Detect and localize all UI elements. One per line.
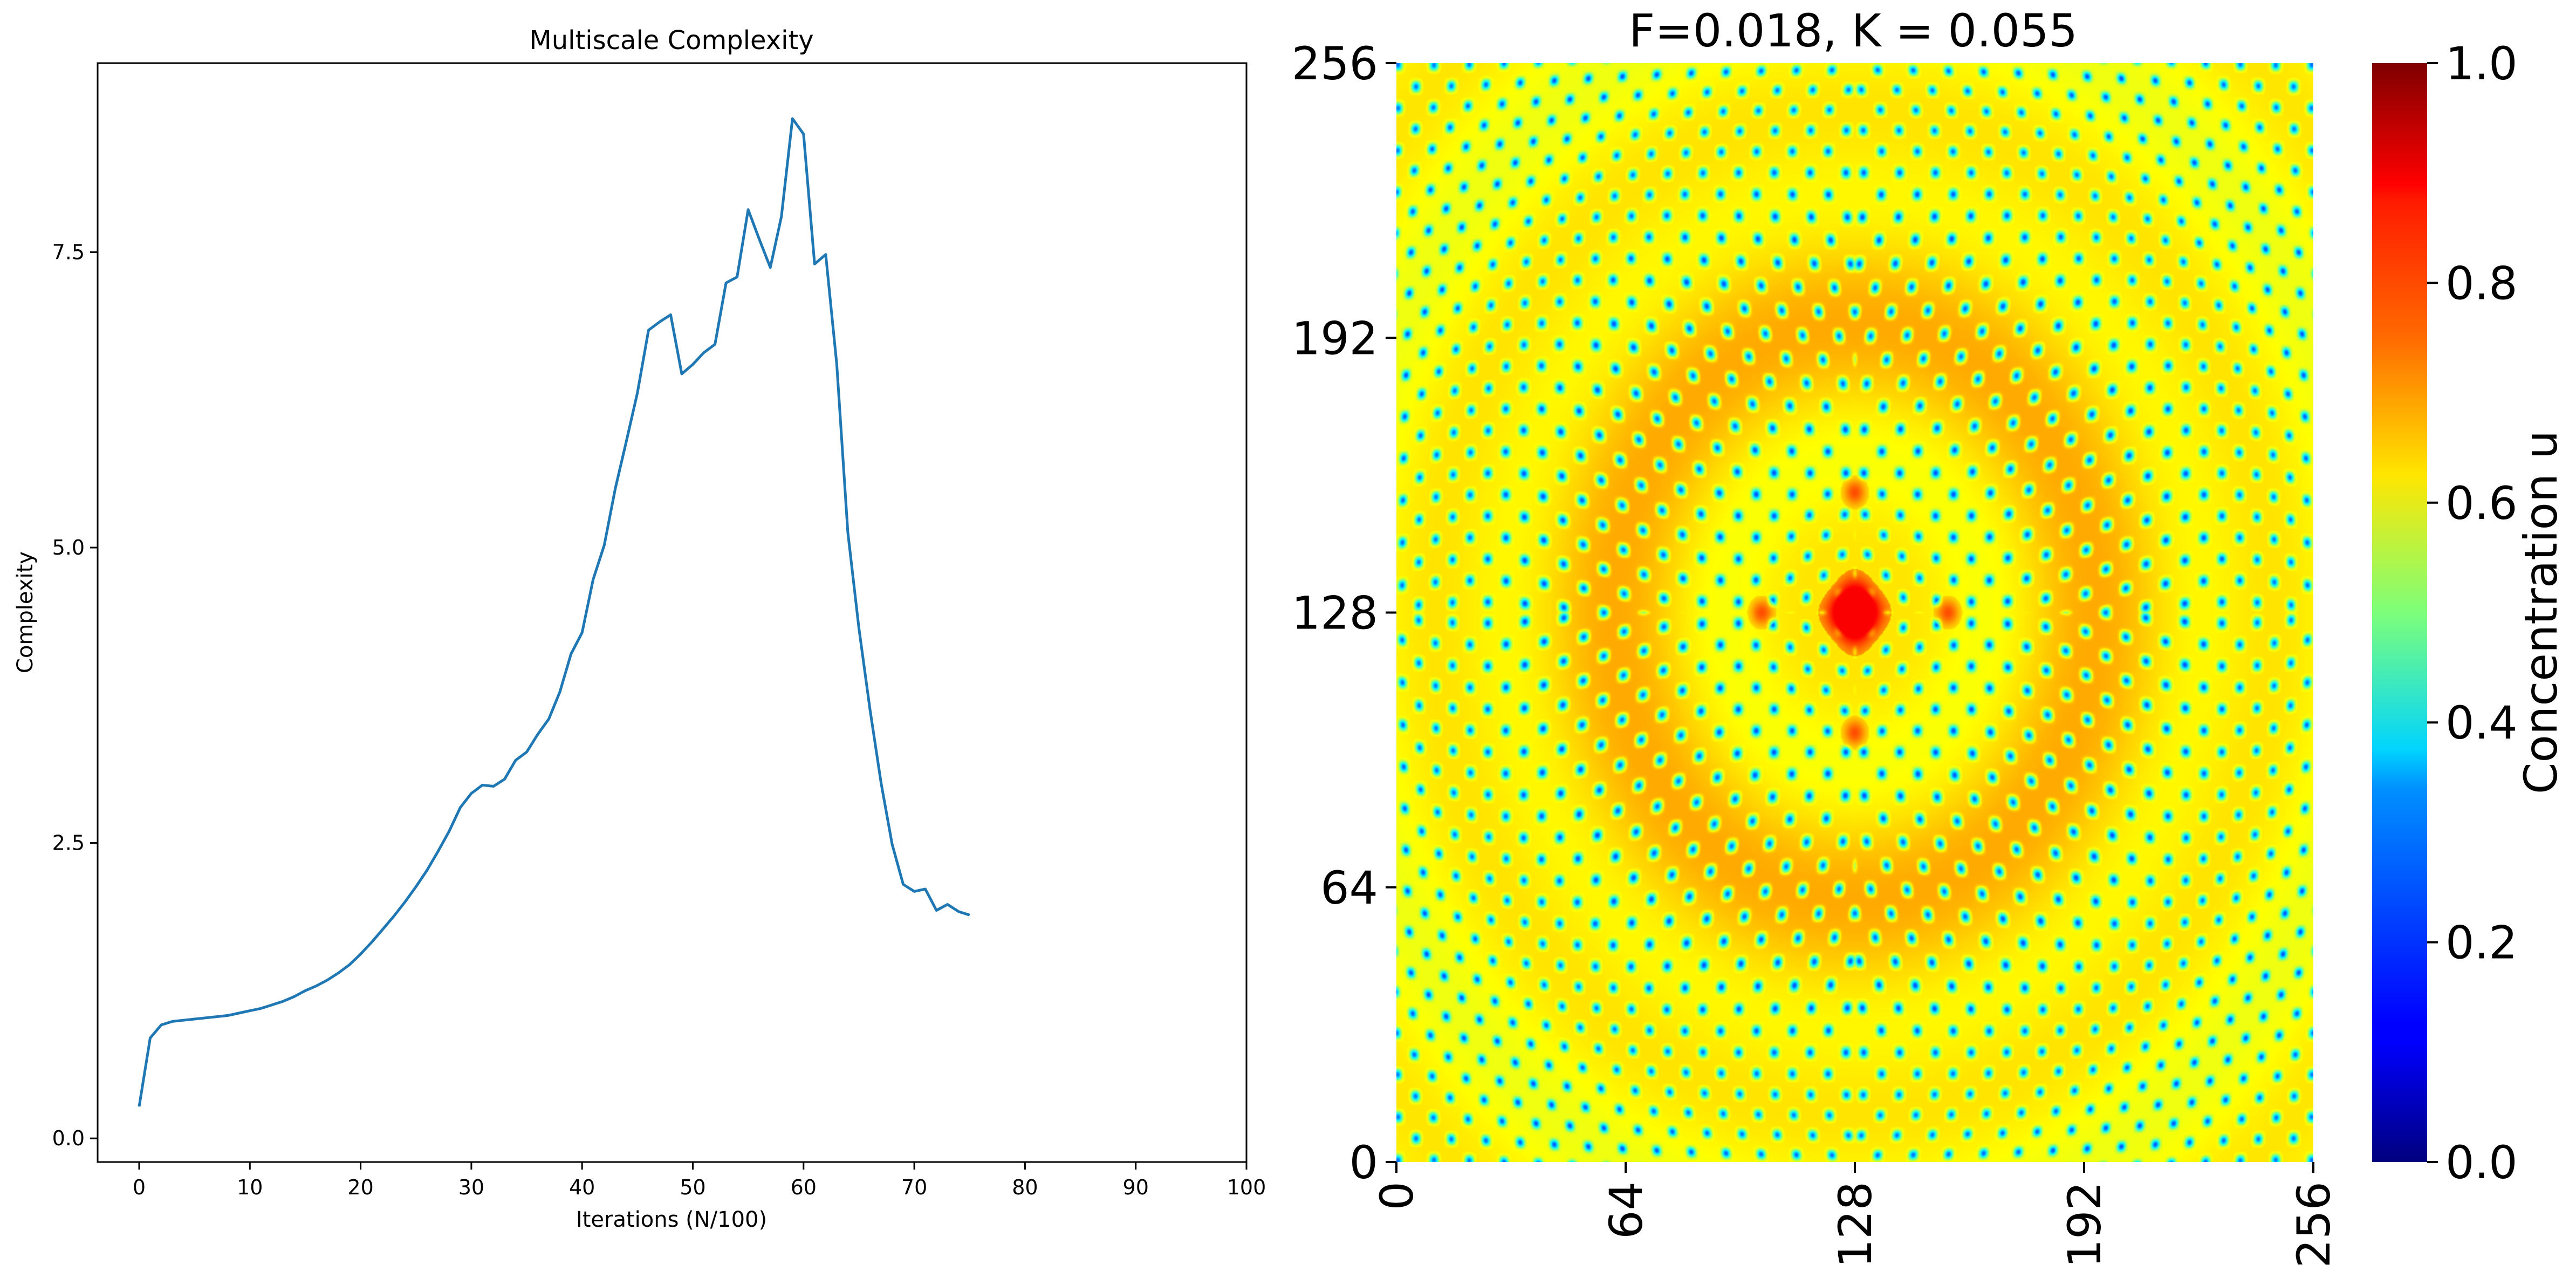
line-chart-x-axis-label: Iterations (N/100) [576,1207,767,1232]
heatmap-x-ticks: 0 64 128 192 256 [1371,1162,2340,1268]
heatmap-y-ticks: 0 64 128 192 256 [1292,37,1396,1189]
concentration-heatmap: F=0.018, K = 0.055 0 64 128 192 256 0 64 128 19… [1292,4,2340,1268]
y-tick-label: 7.5 [52,240,85,264]
line-chart-y-ticks: 0.0 2.5 5.0 7.5 [52,240,98,1150]
x-tick-label: 70 [901,1176,927,1199]
colorbar-gradient [2372,63,2427,1162]
complexity-series-line [138,117,970,1107]
heatmap-y-tick-label: 64 [1320,862,1378,914]
heatmap-x-tick-label: 192 [2058,1181,2111,1268]
complexity-line-chart: Multiscale Complexity 0 10 20 30 40 50 60 70 80 9… [13,25,1266,1232]
heatmap-x-tick-label: 64 [1600,1181,1653,1239]
line-chart-plot-frame [97,62,1248,1163]
heatmap-y-tick-label: 192 [1292,312,1378,365]
heatmap-y-tick-label: 128 [1292,587,1378,640]
heatmap-title: F=0.018, K = 0.055 [1629,4,2078,57]
colorbar-tick-label: 1.0 [2445,37,2518,90]
x-tick-label: 80 [1012,1176,1038,1199]
colorbar-label: Concentration u [2515,430,2567,794]
x-tick-label: 10 [237,1176,263,1199]
heatmap-x-tick-label: 128 [1829,1181,1882,1268]
y-tick-label: 5.0 [52,536,85,559]
heatmap-y-tick-label: 0 [1349,1136,1378,1189]
line-chart-title: Multiscale Complexity [529,25,813,56]
colorbar-tick-label: 0.8 [2445,257,2518,310]
colorbar-tick-label: 0.0 [2445,1136,2518,1189]
x-tick-label: 50 [680,1176,705,1199]
x-tick-label: 0 [133,1176,146,1199]
y-tick-label: 0.0 [52,1126,85,1150]
colorbar-tick-label: 0.4 [2445,696,2518,749]
colorbar-tick-label: 0.2 [2445,917,2518,969]
heatmap-image [1396,63,2313,1162]
colorbar: 0.0 0.2 0.4 0.6 0.8 1.0 Concentration u [2372,37,2567,1189]
heatmap-x-tick-label: 256 [2287,1181,2340,1268]
heatmap-y-tick-label: 256 [1292,37,1378,90]
colorbar-ticks: 0.0 0.2 0.4 0.6 0.8 1.0 [2427,37,2518,1189]
x-tick-label: 40 [569,1176,595,1199]
x-tick-label: 30 [458,1176,484,1199]
x-tick-label: 90 [1123,1176,1149,1199]
y-tick-label: 2.5 [52,831,85,855]
line-chart-y-axis-label: Complexity [13,551,38,673]
x-tick-label: 60 [791,1176,817,1199]
x-tick-label: 20 [347,1176,373,1199]
x-tick-label: 100 [1227,1176,1266,1199]
heatmap-x-tick-label: 0 [1371,1181,1423,1210]
colorbar-tick-label: 0.6 [2445,477,2518,530]
line-chart-x-ticks: 0 10 20 30 40 50 60 70 80 90 100 [133,1162,1266,1199]
